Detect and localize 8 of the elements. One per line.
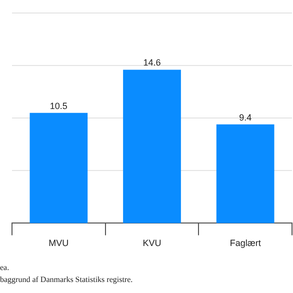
data-label: 10.5	[50, 100, 68, 111]
text: ea.	[0, 262, 10, 274]
text: baggrund af Danmarks Statistiks registre.	[0, 274, 134, 286]
x-tick-label: MVU	[48, 238, 69, 248]
data-label: 9.4	[239, 112, 252, 122]
x-tick-label: Faglært	[230, 238, 262, 248]
x-tick-label: KVU	[142, 238, 162, 248]
data-label: 14.6	[143, 58, 161, 68]
